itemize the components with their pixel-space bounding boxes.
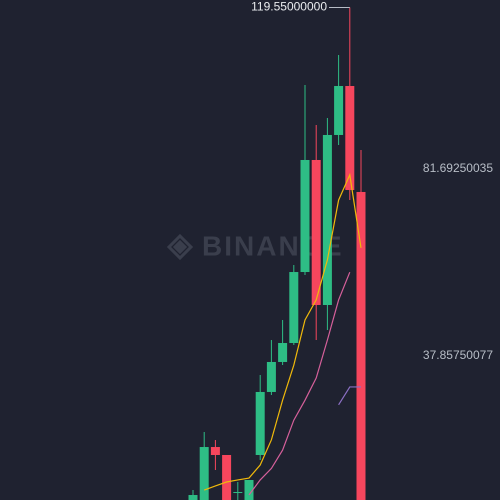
candle-body: [222, 454, 232, 500]
ma-line: [248, 271, 351, 496]
candle-body: [345, 86, 355, 191]
ma-line: [203, 172, 362, 491]
candle-body: [255, 391, 265, 455]
candle-body: [188, 495, 198, 500]
ma-line: [338, 386, 361, 406]
candle-body: [322, 134, 332, 305]
candle-body: [266, 361, 276, 392]
y-tick-label: 81.69250035: [423, 161, 493, 175]
y-tick-label: 37.85750077: [423, 348, 493, 362]
candle-body: [334, 86, 344, 135]
candle-body: [244, 479, 254, 500]
candle-body: [199, 447, 209, 500]
candle-body: [300, 159, 310, 273]
candle-body: [289, 272, 299, 344]
candle-body: [356, 191, 366, 500]
candle-body: [278, 343, 288, 362]
candle-body: [210, 447, 220, 455]
candle-body: [233, 492, 243, 494]
watermark: BINANCE: [202, 230, 344, 261]
watermark-logo: [166, 233, 194, 261]
candle-body: [311, 159, 321, 305]
annotation-label: 119.55000000: [251, 0, 327, 14]
